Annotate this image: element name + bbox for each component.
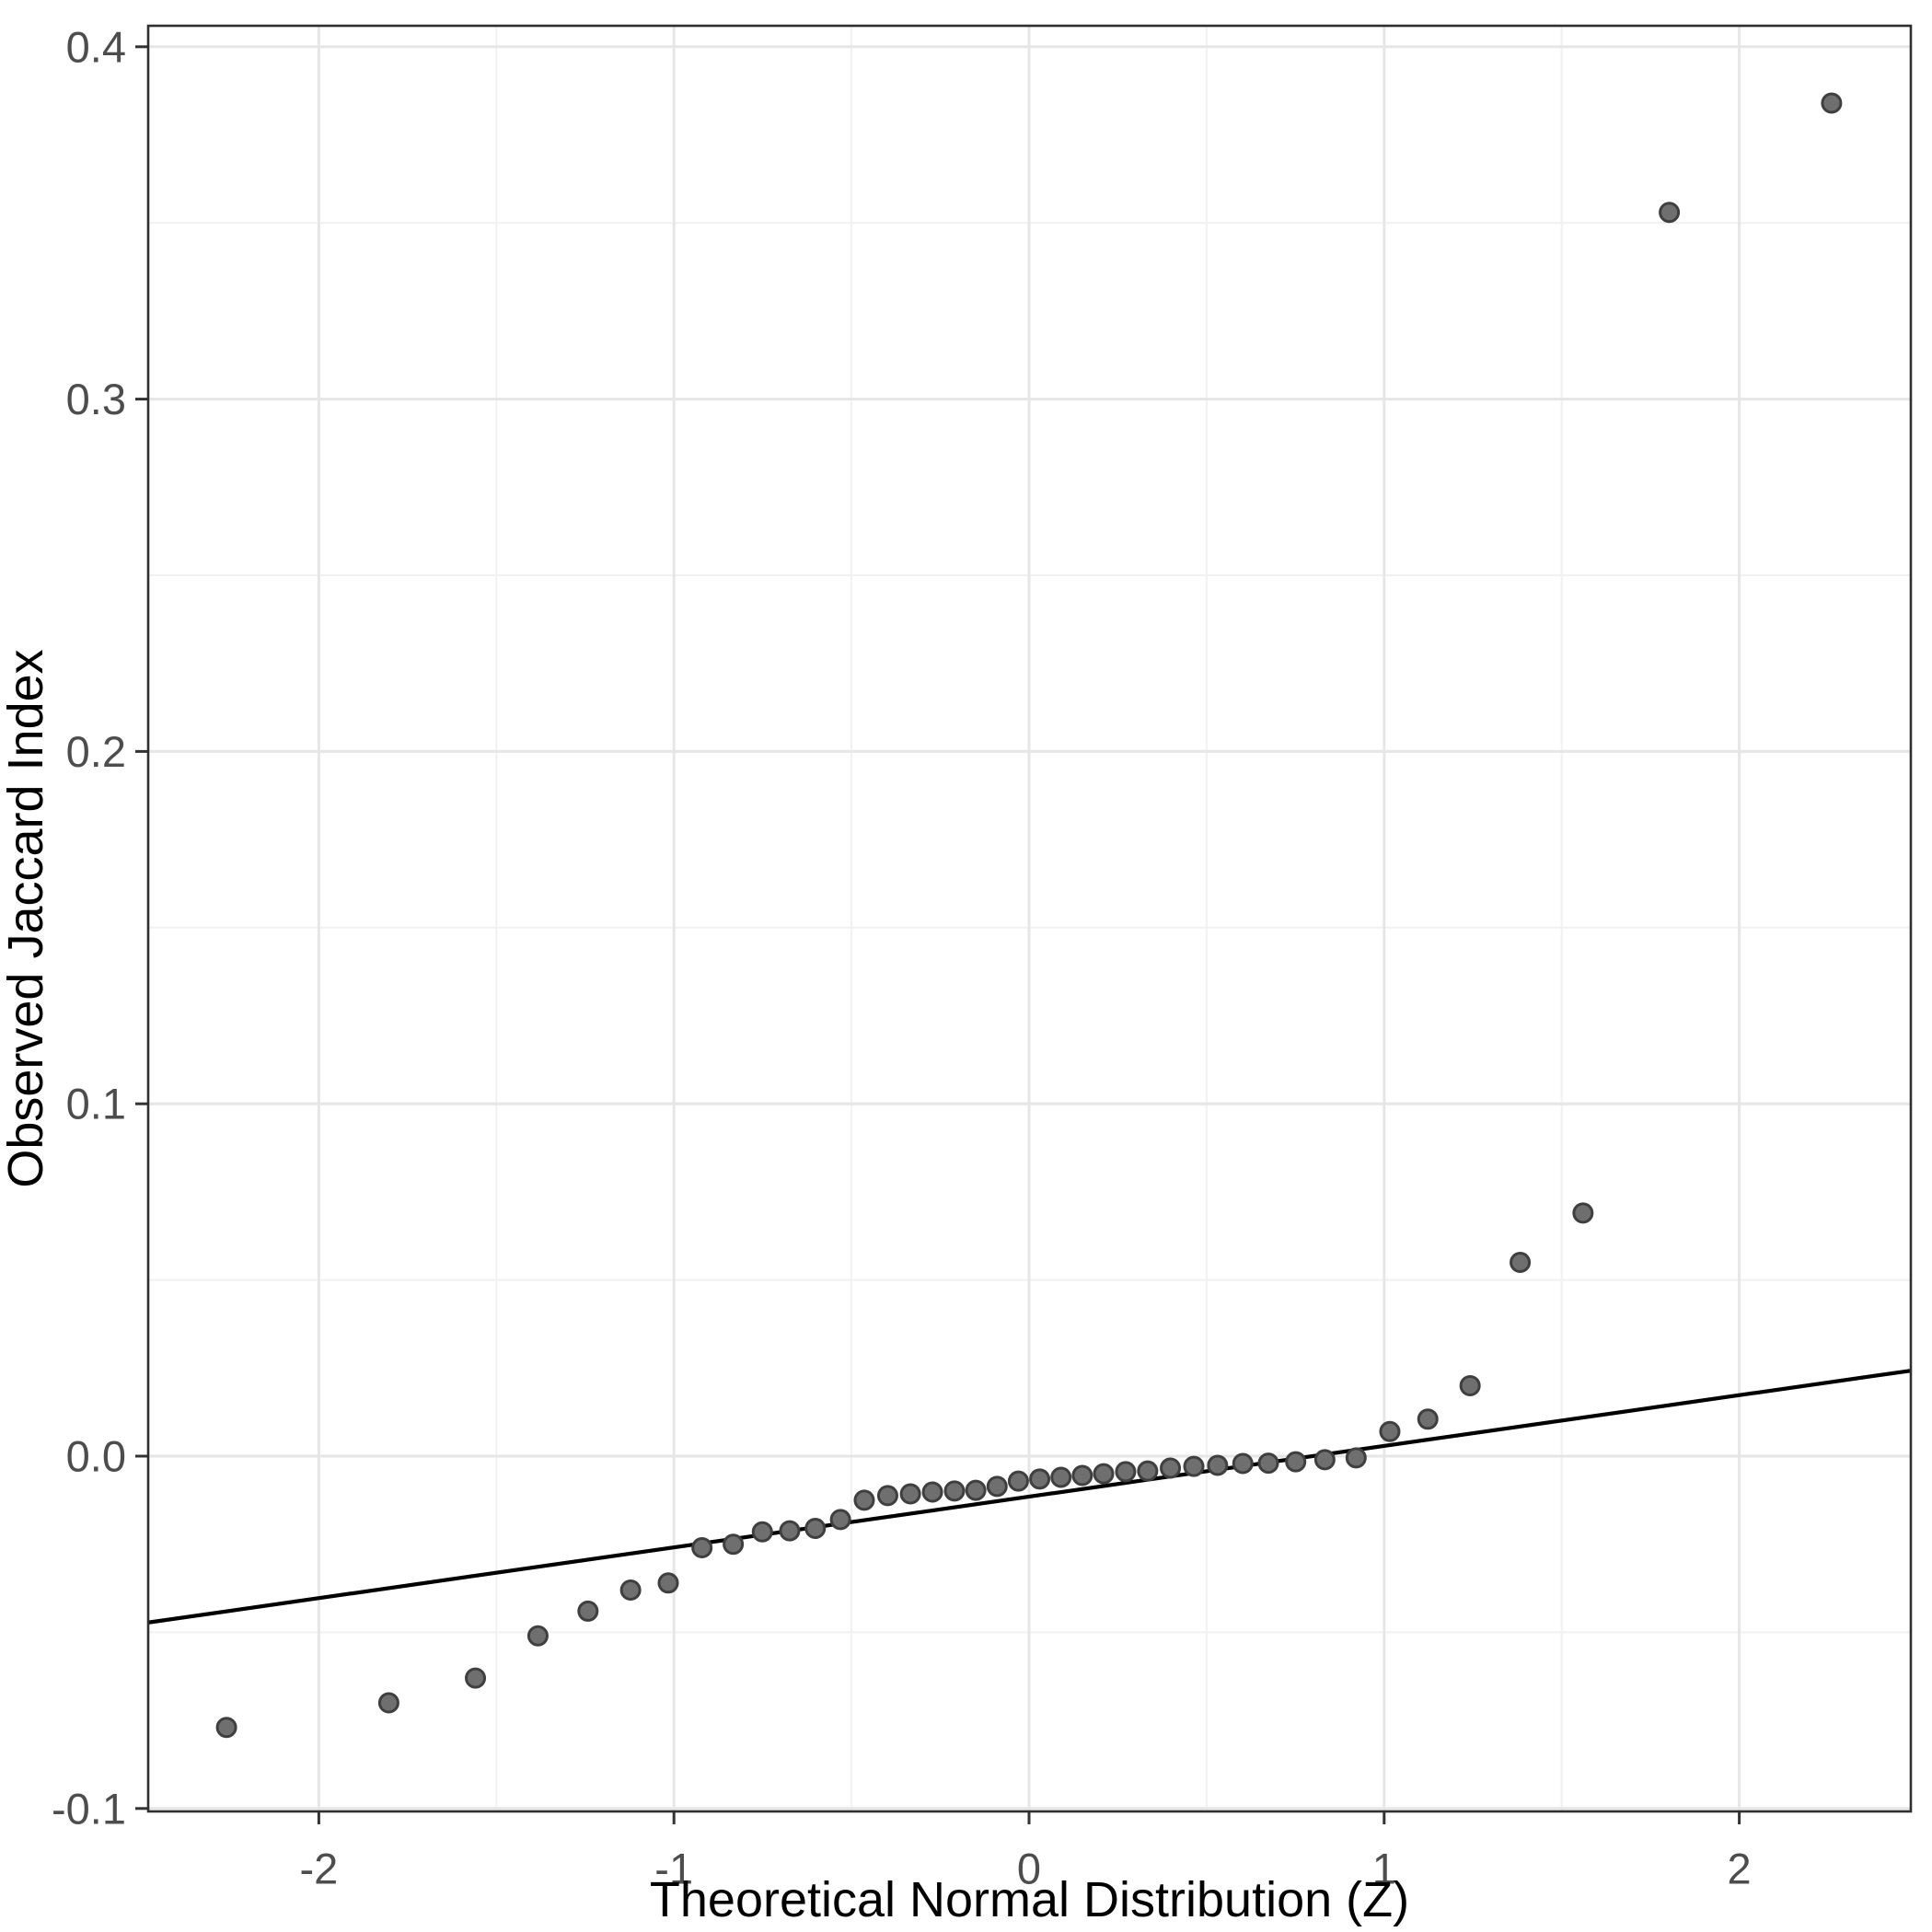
data-point (1345, 1447, 1367, 1469)
y-tick-labels: -0.1 0.0 0.1 0.2 0.3 0.4 (52, 22, 126, 1833)
x-tick-labels: -2 -1 0 1 2 (300, 1845, 1752, 1893)
major-gridlines (148, 26, 1911, 1811)
data-point (1257, 1452, 1279, 1475)
data-point (1379, 1420, 1401, 1442)
data-point (1207, 1454, 1229, 1476)
data-points (215, 92, 1843, 1739)
y-axis-title: Observed Jaccard Index (0, 649, 53, 1187)
data-point (829, 1509, 851, 1531)
data-point (921, 1481, 943, 1503)
data-point (577, 1600, 599, 1622)
data-point (1050, 1466, 1072, 1488)
data-point (657, 1572, 679, 1594)
x-tick-label: 0 (1017, 1845, 1041, 1893)
data-point (853, 1489, 875, 1511)
data-point (1071, 1464, 1093, 1487)
y-tick-label: 0.2 (66, 727, 126, 776)
qq-reference-line (147, 1369, 1912, 1625)
data-point (1007, 1470, 1029, 1492)
data-point (1659, 202, 1681, 224)
data-point (723, 1533, 745, 1556)
x-tick-label: 1 (1372, 1845, 1396, 1893)
data-point (215, 1717, 237, 1739)
x-tick-label: -2 (300, 1845, 339, 1893)
data-point (899, 1483, 921, 1505)
data-point (1510, 1251, 1532, 1273)
data-point (1285, 1451, 1307, 1473)
x-tick-label: 2 (1728, 1845, 1752, 1893)
data-point (1137, 1460, 1159, 1482)
data-point (1160, 1457, 1182, 1479)
y-tick-label: 0.0 (66, 1432, 126, 1481)
data-point (1029, 1468, 1051, 1490)
data-point (1232, 1452, 1254, 1475)
axis-tick-marks (135, 45, 1741, 1824)
data-point (1115, 1461, 1137, 1483)
y-tick-label: -0.1 (52, 1784, 126, 1833)
data-point (1093, 1463, 1115, 1485)
data-point (1459, 1374, 1481, 1396)
data-point (751, 1521, 773, 1543)
data-point (1417, 1408, 1439, 1430)
panel-border (146, 24, 1913, 1813)
data-point (804, 1517, 827, 1539)
data-point (986, 1475, 1008, 1498)
data-point (965, 1479, 987, 1501)
data-point (1183, 1455, 1205, 1477)
data-point (1572, 1202, 1594, 1224)
data-point (465, 1667, 487, 1689)
data-point (526, 1625, 549, 1647)
y-tick-label: 0.1 (66, 1080, 126, 1128)
data-point (876, 1485, 898, 1507)
data-point (377, 1692, 399, 1714)
data-point (691, 1537, 713, 1559)
data-point (943, 1480, 966, 1502)
y-tick-label: 0.4 (66, 22, 126, 71)
data-point (619, 1579, 642, 1601)
y-tick-label: 0.3 (66, 375, 126, 423)
x-tick-label: -1 (654, 1845, 693, 1893)
data-point (779, 1520, 801, 1542)
x-axis-title: Theoretical Normal Distribution (Z) (650, 1872, 1409, 1927)
data-point (1313, 1449, 1336, 1471)
data-point (1821, 92, 1843, 114)
